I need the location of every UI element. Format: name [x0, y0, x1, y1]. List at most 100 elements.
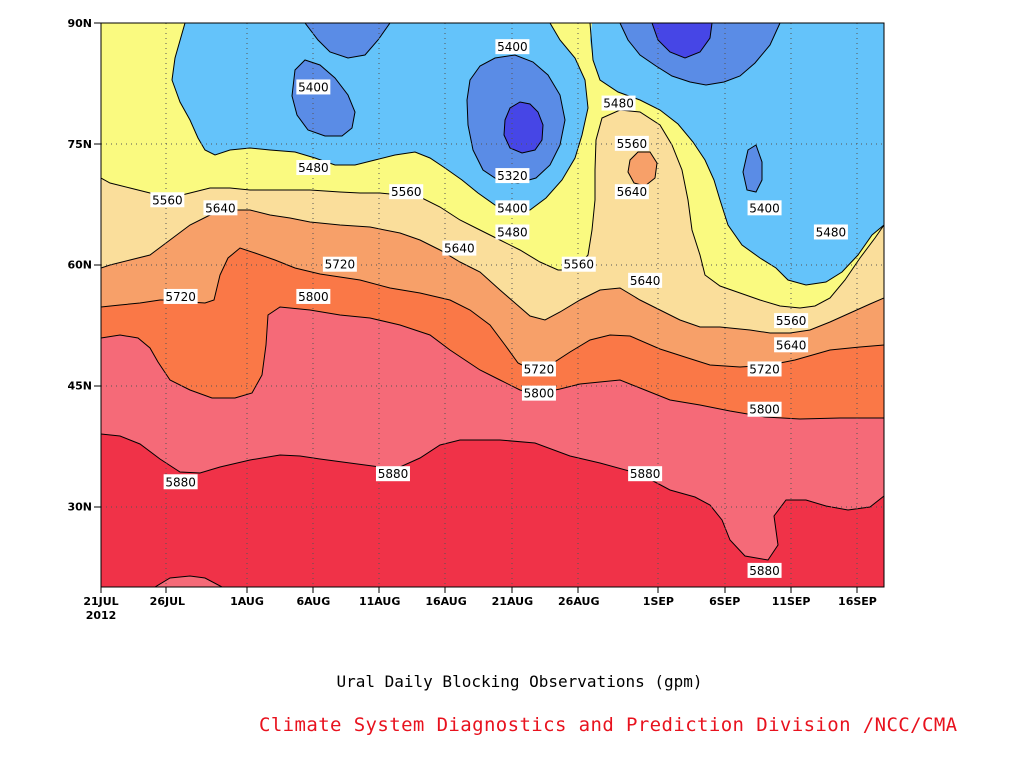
- x-tick-label: 1AUG: [230, 595, 264, 608]
- chart-caption: Ural Daily Blocking Observations (gpm): [336, 672, 703, 691]
- contour-label: 5560: [561, 256, 596, 272]
- contour-label: 5720: [322, 256, 357, 272]
- svg-text:5480: 5480: [298, 161, 329, 175]
- svg-text:5480: 5480: [816, 225, 847, 239]
- x-tick-label: 16AUG: [425, 595, 466, 608]
- band-5320-5400: [292, 60, 355, 136]
- contour-label: 5720: [521, 361, 556, 377]
- svg-text:5560: 5560: [776, 314, 807, 328]
- contour-label: 5720: [163, 288, 198, 304]
- x-tick-label: 26AUG: [558, 595, 599, 608]
- y-tick-labels: 30N 45N 60N 75N 90N: [67, 17, 92, 513]
- y-tick-label: 45N: [67, 380, 92, 393]
- contour-line-5800: [101, 306, 884, 420]
- y-tick-label: 75N: [67, 138, 92, 151]
- contour-label: 5640: [628, 272, 663, 288]
- svg-text:5560: 5560: [152, 193, 183, 207]
- svg-text:5400: 5400: [749, 201, 780, 215]
- svg-text:5640: 5640: [617, 185, 648, 199]
- x-tick-label: 26JUL: [150, 595, 185, 608]
- contour-label: 5480: [495, 224, 530, 240]
- x-tick-label: 21AUG: [492, 595, 533, 608]
- contour-label: 5480: [813, 224, 848, 240]
- contour-label: 5800: [521, 385, 556, 401]
- svg-text:5640: 5640: [630, 274, 661, 288]
- grid: [101, 23, 884, 587]
- band-pink-patch: [155, 576, 222, 587]
- band-5320-5400e: [743, 145, 762, 192]
- contour-line-5880: [101, 433, 884, 561]
- band-5320-5400b: [305, 23, 390, 58]
- band-below-5320: [504, 102, 543, 153]
- svg-text:5400: 5400: [497, 40, 528, 54]
- x-year-label: 2012: [86, 609, 117, 622]
- contour-line-5400d: [619, 23, 781, 86]
- contour-label: 5320: [495, 168, 530, 184]
- contour-label: 5400: [495, 39, 530, 55]
- svg-text:5880: 5880: [378, 467, 409, 481]
- svg-text:5640: 5640: [205, 201, 236, 215]
- svg-text:5560: 5560: [617, 137, 648, 151]
- band-below-5320b: [652, 23, 712, 58]
- svg-text:5320: 5320: [497, 169, 528, 183]
- contour-line-patch: [154, 575, 223, 587]
- svg-text:5400: 5400: [497, 201, 528, 215]
- x-tick-label: 11SEP: [772, 595, 811, 608]
- contour-label: 5400: [495, 200, 530, 216]
- y-tick-label: 60N: [67, 259, 92, 272]
- contour-label: 5880: [747, 562, 782, 578]
- svg-text:5800: 5800: [524, 387, 555, 401]
- svg-text:5720: 5720: [325, 258, 356, 272]
- svg-text:5480: 5480: [497, 225, 528, 239]
- contour-line-5400a: [291, 59, 356, 137]
- svg-text:5400: 5400: [298, 80, 329, 94]
- contour-label: 5400: [747, 200, 782, 216]
- contour-label: 5880: [628, 466, 663, 482]
- x-tick-label: 1SEP: [643, 595, 674, 608]
- band-5640-blob: [628, 152, 657, 186]
- svg-text:5640: 5640: [776, 338, 807, 352]
- x-tick-label: 21JUL: [83, 595, 118, 608]
- contour-label: 5560: [150, 192, 185, 208]
- contour-label: 5880: [163, 474, 198, 490]
- svg-text:5720: 5720: [165, 290, 196, 304]
- svg-text:5480: 5480: [603, 97, 634, 111]
- contour-labels: 5400 5400 5480 5560 5320 5640 5480 5400 5400 5560…: [150, 39, 848, 578]
- contour-fills: [101, 23, 884, 587]
- contour-line-5320b: [651, 23, 713, 59]
- x-tick-label: 11AUG: [359, 595, 400, 608]
- contour-label: 5640: [774, 337, 809, 353]
- contour-line-5320a: [503, 101, 544, 154]
- contour-line-5560: [101, 109, 884, 309]
- x-tick-label: 6SEP: [709, 595, 740, 608]
- svg-text:5800: 5800: [749, 403, 780, 417]
- plot-frame: [100, 22, 885, 588]
- svg-text:5800: 5800: [298, 290, 329, 304]
- contour-label: 5640: [614, 184, 649, 200]
- contour-label: 5560: [389, 184, 424, 200]
- contour-label: 5880: [375, 466, 410, 482]
- svg-text:5880: 5880: [630, 467, 661, 481]
- x-tick-label: 16SEP: [838, 595, 877, 608]
- contour-label: 5480: [296, 160, 331, 176]
- svg-text:5720: 5720: [524, 362, 555, 376]
- contour-label: 5720: [747, 361, 782, 377]
- contour-line-5400b: [304, 23, 391, 59]
- tick-marks: [94, 22, 858, 593]
- credit-line: Climate System Diagnostics and Predictio…: [259, 714, 958, 736]
- svg-text:5880: 5880: [165, 475, 196, 489]
- contour-label: 5400: [296, 79, 331, 95]
- contour-label: 5480: [601, 95, 636, 111]
- svg-text:5560: 5560: [563, 258, 594, 272]
- contour-line-5400c: [466, 54, 566, 184]
- contour-label: 5800: [747, 401, 782, 417]
- contour-line-5640-blob: [627, 151, 658, 187]
- x-tick-label: 6AUG: [296, 595, 330, 608]
- y-tick-label: 30N: [67, 500, 92, 513]
- contour-label: 5560: [774, 313, 809, 329]
- svg-text:5720: 5720: [749, 362, 780, 376]
- contour-label: 5800: [296, 288, 331, 304]
- x-tick-labels: 21JUL 26JUL 1AUG 6AUG 11AUG 16AUG 21AUG 26AUG 1S…: [83, 595, 877, 608]
- svg-text:5560: 5560: [391, 185, 422, 199]
